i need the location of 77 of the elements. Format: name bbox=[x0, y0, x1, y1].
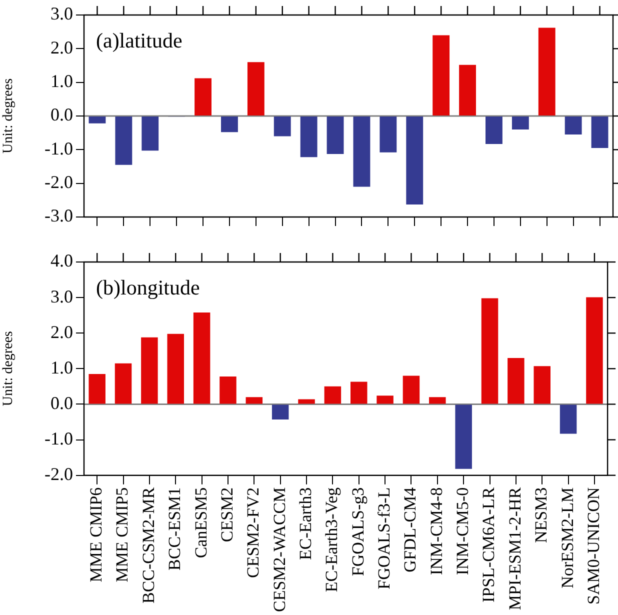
y-tick-label: -2.0 bbox=[44, 464, 73, 484]
x-tick-label: BCC-CSM2-MR bbox=[138, 486, 158, 604]
bar bbox=[380, 116, 397, 152]
bar bbox=[512, 116, 529, 130]
bar bbox=[246, 397, 263, 404]
bar bbox=[247, 62, 264, 116]
bar bbox=[221, 116, 238, 132]
x-tick-label: CESM2 bbox=[217, 487, 236, 542]
y-tick-label: -3.0 bbox=[44, 206, 73, 226]
bar bbox=[88, 374, 106, 404]
y-tick-label: 0.0 bbox=[50, 392, 73, 413]
bar bbox=[486, 116, 502, 144]
x-tick-label: INM-CM4-8 bbox=[426, 487, 446, 576]
bar bbox=[114, 363, 132, 404]
bar bbox=[508, 358, 524, 404]
bar bbox=[406, 116, 424, 205]
x-tick-label: FGOALS-f3-L bbox=[374, 487, 394, 590]
bar bbox=[88, 116, 106, 124]
bar bbox=[481, 298, 498, 404]
text: (b)longitude bbox=[96, 276, 200, 300]
bar bbox=[142, 116, 159, 151]
y-tick-label: 3.0 bbox=[50, 4, 73, 24]
y-tick-label: 1.0 bbox=[50, 357, 73, 378]
x-tick-label: NorESM2-LM bbox=[558, 487, 577, 588]
y-tick-label: -1.0 bbox=[44, 428, 73, 448]
bar bbox=[194, 78, 212, 116]
bar bbox=[459, 64, 476, 116]
x-tick-label: SAM0-UNICON bbox=[584, 487, 603, 604]
bar bbox=[350, 382, 368, 404]
bar bbox=[300, 116, 318, 158]
bar bbox=[564, 116, 582, 135]
y-tick-label: 2.0 bbox=[50, 322, 73, 342]
y-tick-label: 4.0 bbox=[50, 250, 73, 271]
bar bbox=[324, 386, 342, 404]
x-tick-label: MPI-ESM1-2-HR bbox=[505, 486, 524, 610]
x-tick-label: INM-CM5-0 bbox=[453, 487, 472, 576]
x-tick-label: MME CMIP5 bbox=[112, 487, 132, 582]
bar bbox=[455, 404, 472, 469]
x-tick-label: EC-Earth3 bbox=[296, 487, 315, 560]
bar bbox=[538, 28, 556, 116]
y-tick-label: 0.0 bbox=[50, 104, 73, 125]
bar bbox=[167, 334, 184, 404]
x-tick-label: FGOALS-g3 bbox=[348, 487, 368, 576]
y-tick-label: 3.0 bbox=[50, 286, 73, 306]
y-tick-label: -2.0 bbox=[44, 172, 73, 192]
bar bbox=[402, 376, 420, 404]
bar bbox=[141, 337, 158, 404]
bar bbox=[560, 404, 577, 434]
bar bbox=[534, 366, 550, 404]
bar bbox=[193, 312, 210, 404]
x-tick-label: GFDL-CM4 bbox=[400, 486, 420, 572]
x-tick-label: EC-Earth3-Veg bbox=[322, 486, 342, 592]
bar bbox=[220, 376, 236, 404]
bar bbox=[591, 116, 608, 148]
bar bbox=[115, 116, 132, 165]
y-axis-title: Unit: degrees bbox=[1, 78, 16, 154]
bar bbox=[326, 116, 344, 154]
x-tick-label: CESM2-FV2 bbox=[244, 487, 263, 578]
x-tick-label: MME CMIP6 bbox=[86, 487, 106, 582]
x-tick-label: BCC-ESM1 bbox=[165, 487, 184, 570]
bar bbox=[376, 396, 394, 404]
x-tick-label: CESM2-WACCM bbox=[270, 487, 289, 612]
bar bbox=[353, 116, 370, 187]
x-tick-label: NESM3 bbox=[532, 487, 551, 544]
x-tick-label: CanESM5 bbox=[191, 487, 210, 558]
text: (a)latitude bbox=[96, 28, 182, 53]
bar bbox=[429, 397, 446, 404]
bar bbox=[298, 399, 315, 404]
x-tick-label: IPSL-CM6A-LR bbox=[479, 486, 498, 603]
y-tick-label: -1.0 bbox=[44, 138, 73, 158]
bar bbox=[272, 404, 289, 420]
bar bbox=[586, 297, 603, 404]
y-axis-title: Unit: degrees bbox=[1, 331, 16, 406]
y-tick-label: 1.0 bbox=[50, 71, 73, 92]
y-tick-label: 2.0 bbox=[50, 37, 73, 58]
bar bbox=[432, 35, 450, 116]
bar bbox=[274, 116, 291, 136]
